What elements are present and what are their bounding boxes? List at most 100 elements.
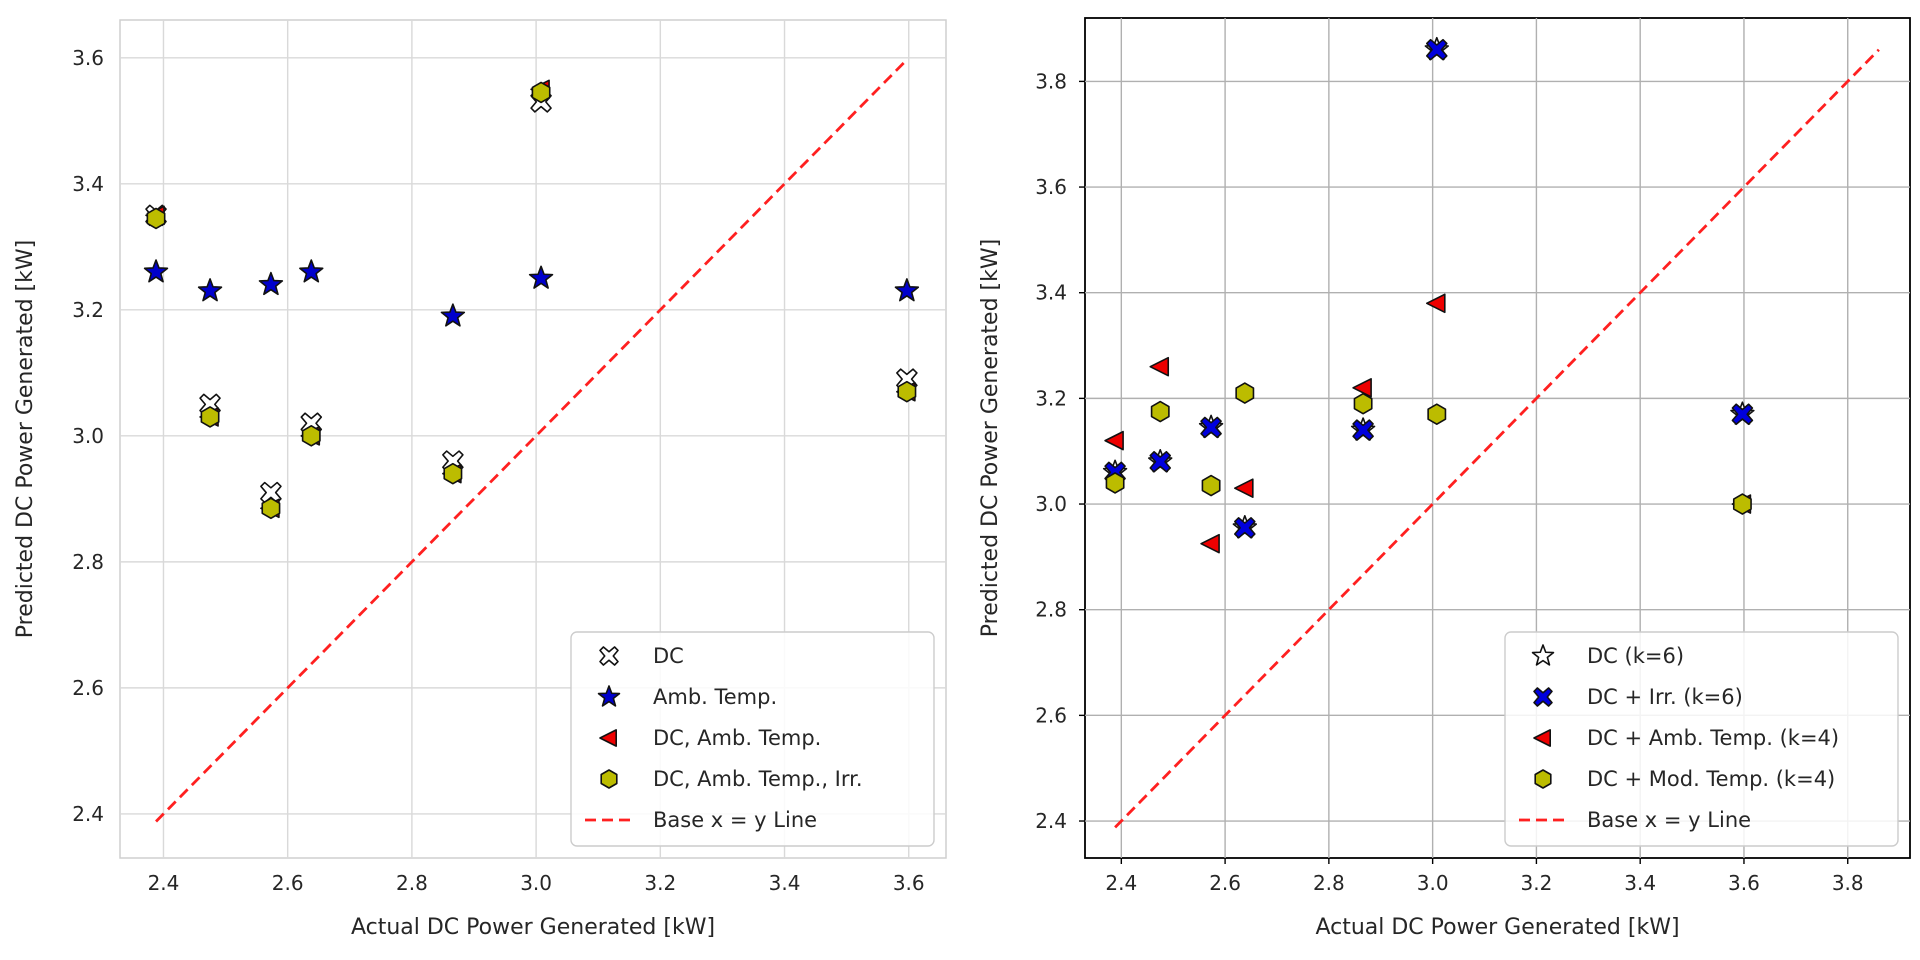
legend-label: DC, Amb. Temp., Irr.: [653, 767, 863, 791]
data-point: [1234, 517, 1256, 539]
data-point: [1352, 378, 1372, 398]
legend-label: DC + Irr. (k=6): [1587, 685, 1743, 709]
x-tick-label: 2.8: [396, 871, 428, 895]
data-point: [143, 259, 169, 283]
y-axis-label: Predicted DC Power Generated [kW]: [13, 240, 38, 638]
data-point: [1425, 293, 1446, 314]
data-point: [1427, 403, 1447, 426]
data-point: [1200, 416, 1222, 439]
y-tick-label: 2.8: [1035, 598, 1067, 622]
x-tick-label: 2.8: [1313, 871, 1345, 895]
x-tick-label: 3.0: [1417, 871, 1449, 895]
legend-box: [570, 631, 935, 847]
y-tick-label: 3.0: [1035, 492, 1067, 516]
x-tick-label: 3.4: [1624, 871, 1656, 895]
x-tick-label: 3.0: [520, 871, 552, 895]
y-tick-label: 2.8: [72, 550, 104, 574]
legend-marker: [1533, 729, 1551, 747]
data-point: [531, 81, 551, 104]
legend-marker: [1533, 687, 1553, 707]
legend-label: DC (k=6): [1587, 644, 1684, 668]
y-axis-label: Predicted DC Power Generated [kW]: [978, 239, 1003, 637]
x-tick-label: 3.4: [769, 871, 801, 895]
x-tick-label: 3.6: [1728, 871, 1760, 895]
data-point: [443, 462, 463, 485]
y-tick-label: 3.2: [1035, 386, 1067, 410]
data-point: [200, 406, 220, 428]
legend-marker: [597, 685, 621, 707]
y-tick-label: 2.4: [72, 802, 104, 826]
y-tick-label: 3.6: [1035, 175, 1067, 199]
y-tick-label: 3.0: [72, 424, 104, 448]
legend-marker: [599, 729, 618, 747]
data-point: [1731, 403, 1754, 426]
y-tick-label: 3.4: [1035, 281, 1067, 305]
legend-marker: [1534, 769, 1552, 789]
data-point: [528, 265, 554, 289]
series-dc-amb-temp-irr: [146, 81, 917, 520]
reference-line: [155, 58, 908, 823]
data-point: [1352, 419, 1374, 441]
data-point: [1425, 38, 1448, 61]
legend-marker: [599, 646, 619, 666]
legend-label: Base x = y Line: [653, 808, 817, 832]
ticks: 2.4 2.6 2.8 3.0 3.2 3.4 3.6 2.4 2.6 2.8 3.0 3.2 3.4 3…: [72, 46, 924, 895]
x-tick-label: 2.6: [272, 871, 304, 895]
x-tick-label: 3.8: [1832, 871, 1864, 895]
series-dc: [145, 91, 918, 504]
legend-label: Amb. Temp.: [653, 685, 777, 709]
data-point: [1234, 478, 1254, 498]
x-tick-label: 2.4: [148, 871, 180, 895]
series-dc-mod-temp-k-4: [1105, 382, 1752, 515]
y-tick-label: 3.2: [72, 298, 104, 322]
data-point: [1150, 400, 1170, 423]
data-point: [1149, 356, 1170, 377]
data-point: [261, 497, 281, 520]
data-point: [197, 278, 223, 302]
x-tick-label: 2.6: [1209, 871, 1241, 895]
left-chart: 2.4 2.6 2.8 3.0 3.2 3.4 3.6 2.4 2.6 2.8 3.0 3.2 3.4 3…: [13, 19, 947, 940]
legend-label: DC: [653, 644, 684, 668]
data-point: [894, 278, 920, 302]
x-tick-label: 3.2: [1521, 871, 1553, 895]
legend-label: DC + Amb. Temp. (k=4): [1587, 726, 1839, 750]
legend: DC (k=6) DC + Irr. (k=6) DC + Amb. Temp. (…: [1504, 631, 1899, 847]
y-tick-label: 3.6: [72, 46, 104, 70]
data-point: [1201, 474, 1221, 497]
data-point: [1149, 450, 1172, 473]
x-tick-label: 3.2: [644, 871, 676, 895]
y-tick-label: 2.6: [1035, 703, 1067, 727]
data-point: [1732, 493, 1752, 515]
legend-label: Base x = y Line: [1587, 808, 1751, 832]
data-point: [1104, 430, 1124, 451]
legend-marker: [600, 769, 618, 789]
x-axis-label: Actual DC Power Generated [kW]: [1315, 915, 1679, 940]
series-amb-temp: [143, 259, 920, 327]
data-point: [258, 271, 284, 296]
data-point: [1200, 533, 1220, 554]
legend-label: DC, Amb. Temp.: [653, 726, 821, 750]
y-tick-label: 2.6: [72, 676, 104, 700]
data-point: [1235, 382, 1255, 404]
legend-box: [1504, 631, 1899, 847]
x-tick-label: 3.6: [893, 871, 925, 895]
y-tick-label: 3.4: [72, 172, 104, 196]
x-tick-label: 2.4: [1105, 871, 1137, 895]
series-dc-irr-k-6: [1104, 38, 1754, 539]
data-point: [897, 380, 917, 403]
y-tick-label: 3.8: [1035, 69, 1067, 93]
legend-label: DC + Mod. Temp. (k=4): [1587, 767, 1835, 791]
data-point: [146, 207, 166, 230]
data-point: [301, 425, 321, 447]
ticks: 2.4 2.6 2.8 3.0 3.2 3.4 3.6 3.8 2.4 2.6 2.8 3.0 3.2 3…: [1035, 69, 1863, 895]
reference-line: [1114, 48, 1880, 829]
data-point: [299, 259, 324, 283]
data-point: [1105, 472, 1125, 494]
y-tick-label: 2.4: [1035, 809, 1067, 833]
legend: DC Amb. Temp. DC, Amb. Temp. DC, Amb. Temp.…: [570, 631, 935, 847]
data-point: [1353, 392, 1373, 415]
legend-marker: [1531, 644, 1555, 666]
x-axis-label: Actual DC Power Generated [kW]: [351, 915, 715, 940]
data-point: [440, 303, 466, 327]
